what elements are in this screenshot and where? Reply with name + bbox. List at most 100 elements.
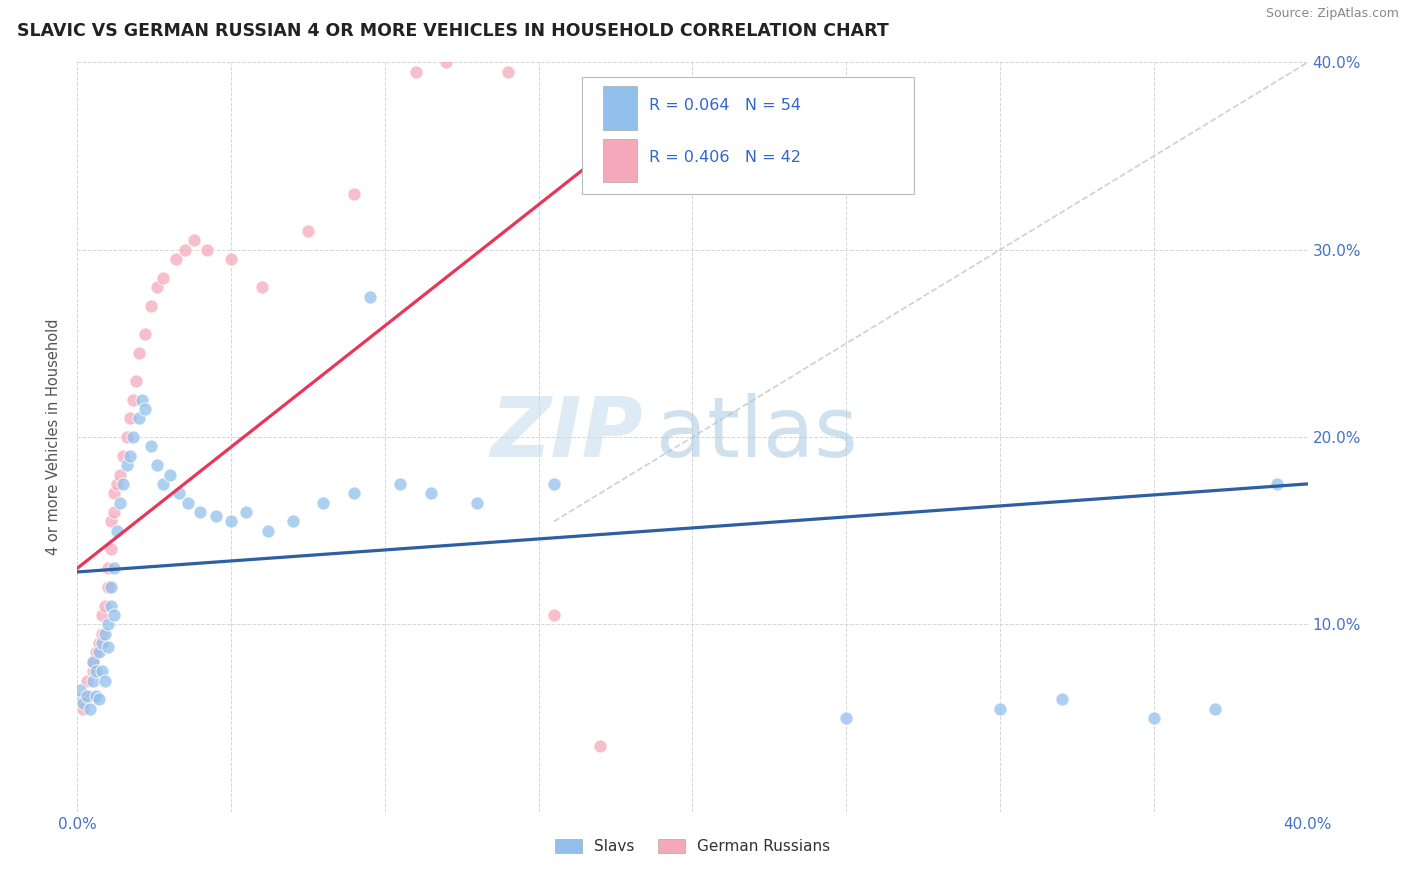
Point (219, 252, 242, 266)
Point (94, 626, 117, 640)
FancyBboxPatch shape (603, 87, 637, 130)
Point (152, 271, 174, 285)
Point (128, 345, 150, 359)
Point (72, 701, 94, 715)
Text: ZIP: ZIP (491, 392, 644, 474)
Point (281, 514, 304, 528)
Point (257, 524, 280, 538)
Point (343, 486, 366, 500)
Point (420, 486, 443, 500)
Point (1050, 692, 1073, 706)
Point (76, 689, 98, 703)
Point (146, 458, 169, 473)
Point (84, 664, 107, 679)
Point (496, 64, 519, 78)
Point (219, 514, 242, 528)
Point (359, 289, 381, 303)
Point (121, 430, 143, 444)
Point (79, 689, 101, 703)
Point (97, 580, 120, 594)
Point (94, 599, 117, 613)
Point (105, 524, 128, 538)
Text: R = 0.406   N = 42: R = 0.406 N = 42 (650, 150, 801, 165)
Point (465, 496, 488, 510)
Point (112, 449, 135, 463)
Point (100, 599, 122, 613)
Point (165, 252, 187, 266)
Point (115, 430, 138, 444)
Point (100, 580, 122, 594)
Point (69, 683, 91, 698)
Point (115, 458, 138, 473)
Point (87, 692, 110, 706)
Point (235, 505, 257, 519)
Point (94, 673, 117, 688)
Point (82, 664, 104, 679)
Point (121, 392, 143, 407)
Point (100, 514, 122, 528)
Point (103, 561, 125, 575)
Point (589, 739, 612, 753)
Point (97, 561, 120, 575)
Point (90, 636, 114, 650)
Point (118, 449, 141, 463)
Legend: Slavs, German Russians: Slavs, German Russians (548, 833, 837, 860)
Point (343, 186, 366, 201)
Point (988, 701, 1011, 715)
Point (1265, 476, 1288, 491)
Point (90, 626, 114, 640)
Point (82, 655, 104, 669)
Point (97, 617, 120, 632)
Y-axis label: 4 or more Vehicles in Household: 4 or more Vehicles in Household (46, 318, 62, 556)
Point (1204, 701, 1226, 715)
FancyBboxPatch shape (603, 139, 637, 182)
Point (79, 701, 101, 715)
Point (436, 55, 458, 70)
Point (250, 280, 273, 294)
FancyBboxPatch shape (582, 78, 914, 194)
Point (103, 608, 125, 623)
Point (1143, 711, 1166, 725)
Point (405, 64, 427, 78)
Point (100, 542, 122, 557)
Point (76, 673, 98, 688)
Point (84, 646, 107, 660)
Point (97, 640, 120, 654)
Point (312, 496, 335, 510)
Point (835, 711, 858, 725)
Text: R = 0.064   N = 54: R = 0.064 N = 54 (650, 97, 801, 112)
Point (167, 486, 190, 500)
Point (112, 476, 135, 491)
Point (204, 508, 226, 523)
Point (82, 673, 104, 688)
Point (141, 299, 163, 313)
Text: SLAVIC VS GERMAN RUSSIAN 4 OR MORE VEHICLES IN HOUSEHOLD CORRELATION CHART: SLAVIC VS GERMAN RUSSIAN 4 OR MORE VEHIC… (17, 22, 889, 40)
Point (543, 608, 565, 623)
Point (297, 224, 319, 238)
Point (72, 696, 94, 710)
Point (105, 476, 128, 491)
Point (152, 476, 174, 491)
Point (134, 401, 156, 416)
Point (128, 411, 150, 425)
Point (195, 243, 218, 257)
Point (103, 486, 125, 500)
Point (90, 608, 114, 623)
Point (110, 467, 132, 482)
Point (84, 689, 107, 703)
Point (183, 233, 205, 247)
Point (87, 636, 110, 650)
Point (90, 664, 114, 679)
Point (134, 326, 156, 341)
Point (82, 655, 104, 669)
Point (159, 467, 181, 482)
Point (118, 411, 141, 425)
Point (110, 496, 132, 510)
Text: atlas: atlas (655, 392, 858, 474)
Point (125, 374, 148, 388)
Point (174, 243, 197, 257)
Point (543, 476, 565, 491)
Text: Source: ZipAtlas.com: Source: ZipAtlas.com (1265, 7, 1399, 21)
Point (141, 440, 163, 453)
Point (87, 646, 110, 660)
